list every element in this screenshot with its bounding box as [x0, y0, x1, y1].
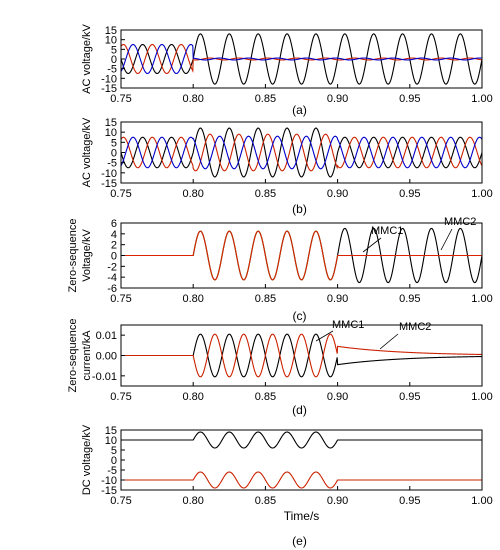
panel-caption: (a)	[292, 103, 307, 117]
y-tick-label: 15	[105, 425, 117, 437]
x-tick-label: 0.85	[255, 188, 276, 200]
annotation-mmc1: MMC1	[332, 319, 364, 331]
x-tick-label: 0.95	[399, 93, 420, 105]
series-line-e-1	[121, 471, 482, 489]
plot-frame-e	[120, 429, 483, 491]
x-tick-label: 1.00	[471, 93, 492, 105]
y-tick-label: 5	[111, 445, 117, 457]
y-tick-label: 0	[111, 251, 117, 263]
y-tick-label: -15	[101, 83, 117, 95]
x-tick-label: 0.75	[110, 293, 131, 305]
y-axis-label-line1: Zero-sequence	[67, 319, 79, 393]
y-tick-label: 15	[105, 25, 117, 37]
y-tick-label: -10	[101, 475, 117, 487]
y-tick-label: -6	[107, 283, 117, 295]
x-tick-label: 0.90	[327, 93, 348, 105]
series-line-e-0	[121, 431, 482, 449]
plot-frame-b	[120, 121, 483, 184]
x-tick-label: 1.00	[471, 495, 492, 507]
series-line-b-1	[121, 133, 482, 172]
panel-caption: (d)	[292, 403, 307, 417]
y-axis-label: AC voltage/kV	[81, 23, 93, 93]
x-tick-label: 0.85	[255, 391, 276, 403]
y-tick-label: 2	[111, 240, 117, 252]
y-tick-label: 0.01	[96, 330, 117, 342]
panel-caption: (e)	[292, 534, 307, 548]
y-tick-label: -0.01	[92, 371, 117, 383]
x-tick-label: 1.00	[471, 188, 492, 200]
x-tick-label: 1.00	[471, 391, 492, 403]
leader-mmc1	[315, 330, 334, 342]
leader-mmc2	[440, 228, 453, 251]
y-tick-label: 4	[111, 229, 117, 241]
panel-d: -0.01 0.00 0.01 0.75 0.80 0.85 0.90 0.95 1.00 Zer…	[67, 319, 493, 418]
y-axis-label: DC voltage/kV	[81, 424, 93, 495]
x-tick-label: 0.90	[327, 188, 348, 200]
y-tick-label: 5	[111, 44, 117, 56]
annotation-mmc1: MMC1	[371, 225, 403, 237]
panel-caption: (c)	[293, 309, 307, 323]
y-axis-label-line1: Zero-sequence	[67, 219, 79, 293]
annotation-mmc2: MMC2	[444, 216, 476, 228]
y-tick-label: 10	[105, 35, 117, 47]
x-tick-label: 0.75	[110, 188, 131, 200]
x-tick-label: 0.80	[182, 391, 203, 403]
y-tick-label: -5	[107, 64, 117, 76]
y-tick-label: 5	[111, 137, 117, 149]
y-tick-label: -5	[107, 158, 117, 170]
x-tick-label: 0.95	[399, 188, 420, 200]
x-tick-label: 0.75	[110, 495, 131, 507]
x-tick-label: 1.00	[471, 293, 492, 305]
leader-mmc1	[362, 237, 382, 253]
x-tick-label: 0.95	[399, 495, 420, 507]
series-line-d-1	[121, 333, 482, 378]
y-tick-label: -4	[107, 272, 117, 284]
panel-caption: (b)	[292, 202, 307, 216]
leader-mmc2	[379, 333, 399, 350]
y-axis-label-line2: Voltage/kV	[81, 229, 93, 282]
series-line-b-2	[121, 135, 482, 170]
x-tick-label: 0.80	[182, 188, 203, 200]
y-tick-label: 0.00	[96, 351, 117, 363]
x-tick-label: 0.80	[182, 495, 203, 507]
x-tick-label: 0.75	[110, 391, 131, 403]
y-tick-label: 10	[105, 435, 117, 447]
y-tick-label: 15	[105, 117, 117, 129]
y-axis-label: AC voltage/kV	[81, 117, 93, 187]
x-tick-label: 0.85	[255, 93, 276, 105]
x-tick-label: 0.95	[399, 293, 420, 305]
y-tick-label: 0	[111, 54, 117, 66]
y-tick-label: -5	[107, 465, 117, 477]
x-tick-label: 0.90	[327, 495, 348, 507]
x-tick-label: 0.95	[399, 391, 420, 403]
y-tick-label: -10	[101, 73, 117, 85]
series-line-b-0	[121, 127, 482, 178]
series-line-c-2	[121, 230, 482, 281]
x-tick-label: 0.75	[110, 93, 131, 105]
y-tick-label: -2	[107, 261, 117, 273]
y-tick-label: -15	[101, 485, 117, 497]
series-line-a-2	[121, 43, 482, 75]
x-tick-label: 0.90	[327, 391, 348, 403]
y-tick-label: -15	[101, 178, 117, 190]
x-axis-label: Time/s	[284, 509, 320, 523]
y-tick-label: 10	[105, 127, 117, 139]
y-tick-label: -10	[101, 168, 117, 180]
x-tick-label: 0.90	[327, 293, 348, 305]
x-tick-label: 0.80	[182, 293, 203, 305]
y-tick-label: 6	[111, 218, 117, 230]
y-tick-label: 0	[111, 455, 117, 467]
y-tick-label: 0	[111, 148, 117, 160]
y-axis-label-line2: current/kA	[81, 330, 93, 381]
x-tick-label: 0.85	[255, 293, 276, 305]
annotation-mmc2: MMC2	[399, 321, 431, 333]
x-tick-label: 0.85	[255, 495, 276, 507]
x-tick-label: 0.80	[182, 93, 203, 105]
